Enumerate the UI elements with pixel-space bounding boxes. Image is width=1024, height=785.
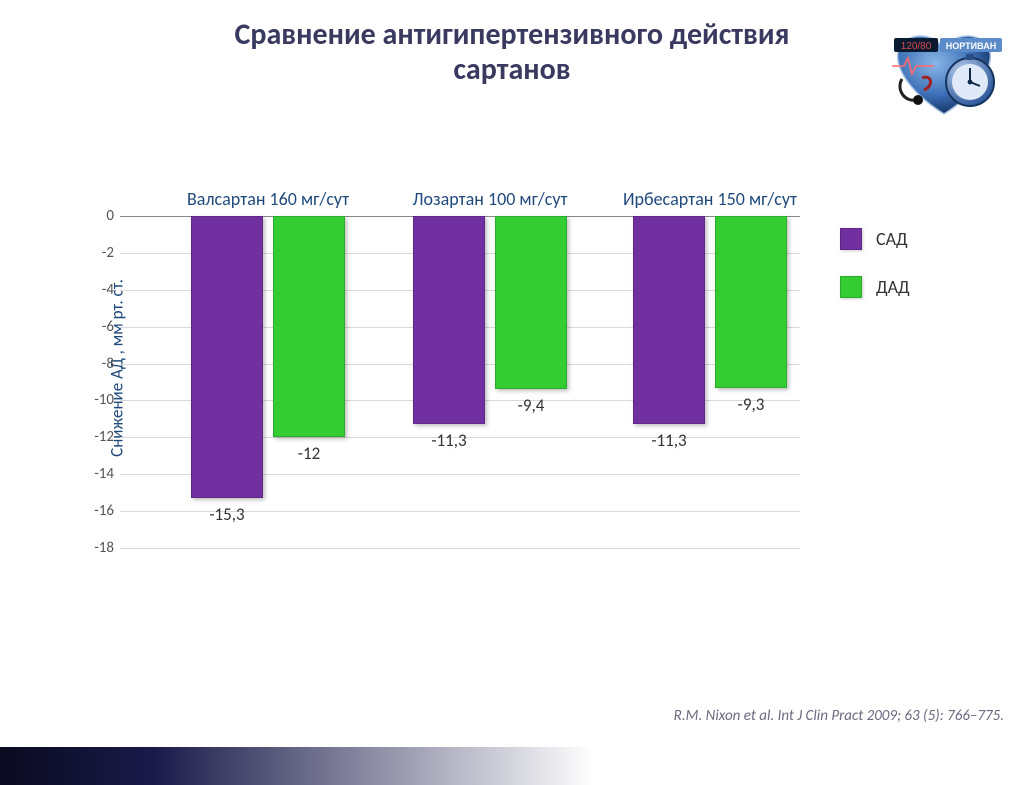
value-label: -12 bbox=[298, 443, 320, 464]
y-tick-label: 0 bbox=[80, 207, 114, 225]
y-tick-label: -6 bbox=[80, 318, 114, 336]
y-tick-label: -14 bbox=[80, 465, 114, 483]
value-label: -11,3 bbox=[431, 430, 466, 451]
bar bbox=[495, 216, 567, 389]
y-tick-label: -12 bbox=[80, 428, 114, 446]
category-label: Валсартан 160 мг/сут bbox=[187, 188, 349, 210]
logo-brand-text: НОРТИВАН bbox=[946, 41, 996, 51]
brand-logo: 120/80 НОРТИВАН bbox=[874, 24, 1014, 119]
gridline bbox=[120, 548, 800, 549]
value-label: -11,3 bbox=[651, 430, 686, 451]
title-line-2: сартанов bbox=[453, 51, 570, 88]
value-label: -9,4 bbox=[518, 395, 545, 416]
legend-item: САД bbox=[840, 228, 910, 250]
y-tick-label: -18 bbox=[80, 539, 114, 557]
category-label: Ирбесартан 150 мг/сут bbox=[623, 188, 797, 210]
y-tick-label: -8 bbox=[80, 355, 114, 373]
logo-bp-text: 120/80 bbox=[901, 41, 932, 52]
bar bbox=[191, 216, 263, 498]
bar-chart: Снижение АД , мм рт. ст. 0-2-4-6-8-10-12… bbox=[80, 188, 800, 548]
bar bbox=[413, 216, 485, 424]
value-label: -15,3 bbox=[209, 504, 244, 525]
legend-label: САД bbox=[876, 228, 908, 250]
legend-label: ДАД bbox=[876, 276, 910, 298]
y-tick-label: -4 bbox=[80, 281, 114, 299]
category-label: Лозартан 100 мг/сут bbox=[413, 188, 568, 210]
legend: САД ДАД bbox=[840, 228, 910, 324]
footer-decoration bbox=[0, 747, 1024, 785]
page-title: Сравнение антигипертензивного действия с… bbox=[0, 18, 1024, 87]
legend-swatch-icon bbox=[840, 276, 862, 298]
legend-swatch-icon bbox=[840, 228, 862, 250]
y-tick-label: -16 bbox=[80, 502, 114, 520]
title-line-1: Сравнение антигипертензивного действия bbox=[235, 16, 790, 53]
y-tick-label: -10 bbox=[80, 391, 114, 409]
legend-item: ДАД bbox=[840, 276, 910, 298]
citation-text: R.M. Nixon et al. Int J Clin Pract 2009;… bbox=[674, 707, 1004, 725]
y-tick-label: -2 bbox=[80, 244, 114, 262]
bar bbox=[633, 216, 705, 424]
bar bbox=[715, 216, 787, 388]
bar bbox=[273, 216, 345, 437]
value-label: -9,3 bbox=[738, 394, 765, 415]
plot-area: 0-2-4-6-8-10-12-14-16-18Валсартан 160 мг… bbox=[120, 216, 800, 548]
